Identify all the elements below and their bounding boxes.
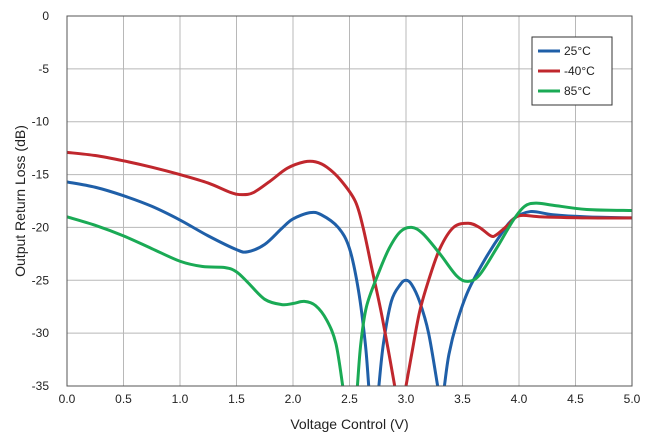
x-tick-label: 4.0 xyxy=(511,392,528,406)
x-tick-label: 2.0 xyxy=(285,392,302,406)
x-tick-label: 1.5 xyxy=(228,392,245,406)
x-axis-label: Voltage Control (V) xyxy=(290,416,408,432)
series-line-1 xyxy=(404,213,632,386)
y-tick-label: -5 xyxy=(38,62,49,76)
legend-label: 85°C xyxy=(564,84,591,98)
y-tick-label: -30 xyxy=(32,326,50,340)
y-tick-label: -25 xyxy=(32,273,50,287)
series-line-0 xyxy=(67,180,371,386)
x-tick-label: 1.0 xyxy=(172,392,189,406)
series-line-1 xyxy=(67,150,397,386)
y-axis-label: Output Return Loss (dB) xyxy=(12,125,28,277)
x-tick-label: 4.5 xyxy=(567,392,584,406)
x-tick-label: 3.0 xyxy=(398,392,415,406)
y-tick-label: -15 xyxy=(32,168,50,182)
legend-label: 25°C xyxy=(564,44,591,58)
x-tick-label: 2.5 xyxy=(341,392,358,406)
series-layer xyxy=(67,150,632,386)
y-tick-label: -20 xyxy=(32,220,50,234)
series-line-2 xyxy=(67,215,345,386)
x-tick-label: 5.0 xyxy=(624,392,641,406)
y-tick-label: 0 xyxy=(42,9,49,23)
series-line-2 xyxy=(355,201,632,386)
tick-labels: 0.0 0.5 1.0 1.5 2.0 2.5 3.0 3.5 4.0 4.5 5.0 0 -5 -10 -… xyxy=(32,9,641,406)
legend: 25°C -40°C 85°C xyxy=(531,36,613,106)
plot-frame xyxy=(66,15,633,387)
x-tick-label: 0.0 xyxy=(59,392,76,406)
legend-label: -40°C xyxy=(564,64,595,78)
y-tick-label: -10 xyxy=(32,115,50,129)
x-tick-label: 0.5 xyxy=(115,392,132,406)
series-line-0 xyxy=(442,209,632,386)
x-tick-label: 3.5 xyxy=(454,392,471,406)
y-tick-label: -35 xyxy=(32,379,50,393)
